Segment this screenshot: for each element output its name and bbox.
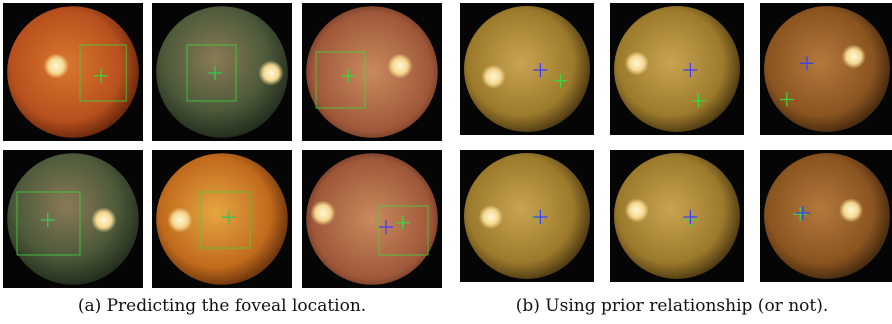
optic-disc: [167, 207, 192, 232]
caption: (a) Predicting the foveal location.: [78, 296, 366, 316]
fundus-image: [152, 150, 292, 288]
optic-disc: [479, 205, 503, 229]
fundus-image: [460, 3, 594, 135]
optic-disc: [625, 51, 649, 75]
fundus-image: [460, 150, 594, 282]
fundus-image: [610, 150, 744, 282]
fundus-image: [152, 3, 292, 141]
retina: [764, 153, 890, 279]
retina: [306, 6, 438, 138]
page: (a) Predicting the foveal location. (b) U…: [0, 0, 892, 324]
optic-disc: [839, 198, 863, 222]
retina: [7, 153, 139, 285]
fundus-image: [3, 150, 143, 288]
retina: [464, 6, 590, 132]
retina: [764, 6, 890, 132]
caption: (b) Using prior relationship (or not).: [516, 296, 829, 316]
optic-disc: [842, 45, 866, 69]
optic-disc: [625, 198, 649, 222]
optic-disc: [310, 200, 335, 225]
fundus-image: [302, 3, 442, 141]
optic-disc: [44, 53, 69, 78]
fundus-image: [610, 3, 744, 135]
optic-disc: [387, 53, 412, 78]
optic-disc: [258, 60, 283, 85]
fundus-image: [3, 3, 143, 141]
fundus-image: [760, 150, 892, 282]
optic-disc: [481, 65, 505, 89]
retina: [7, 6, 139, 138]
fundus-image: [302, 150, 442, 288]
figure: (a) Predicting the foveal location. (b) U…: [0, 0, 892, 324]
optic-disc: [91, 207, 116, 232]
fundus-image: [760, 3, 892, 135]
